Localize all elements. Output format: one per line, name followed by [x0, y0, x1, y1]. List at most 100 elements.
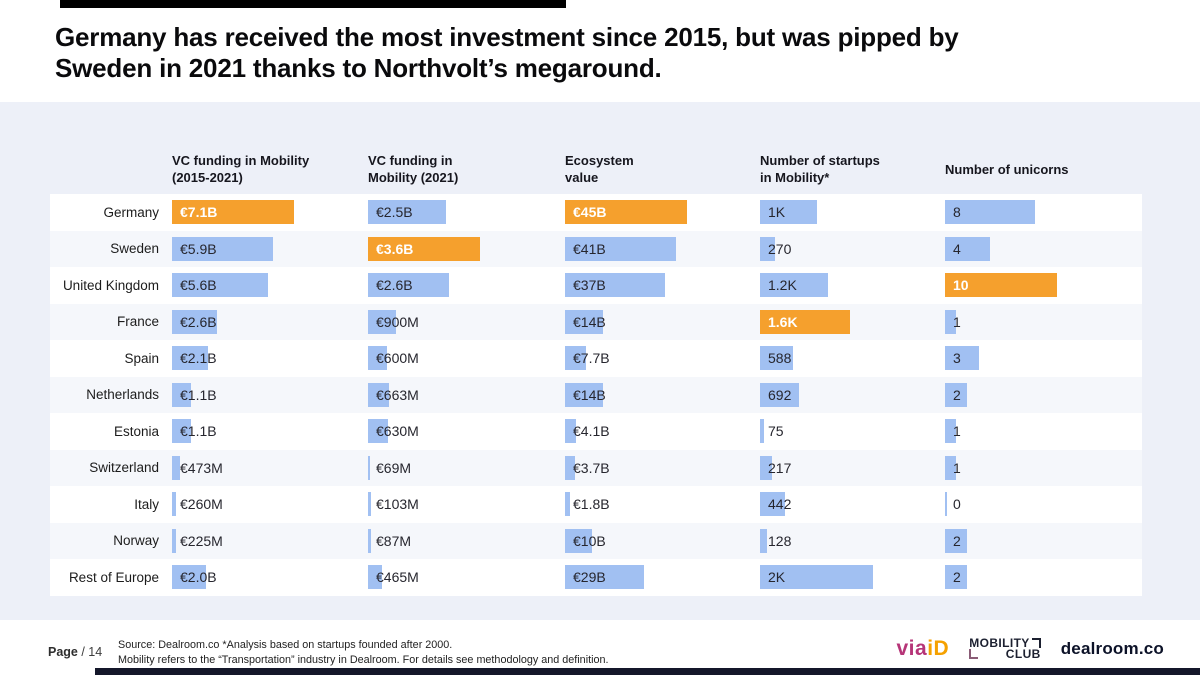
bar-label: €1.1B — [180, 386, 217, 403]
value-cell: €87M — [368, 528, 565, 553]
table-header-row: VC funding in Mobility (2015-2021) VC fun… — [50, 146, 1142, 194]
value-bar: €5.9B — [172, 236, 273, 261]
country-label: Spain — [124, 350, 159, 366]
value-cell: €2.5B — [368, 200, 565, 225]
value-cell: 10 — [945, 273, 1142, 298]
bar-label: €3.6B — [376, 240, 414, 257]
viaid-logo-via: via — [896, 637, 928, 660]
value-cell: €2.6B — [368, 273, 565, 298]
value-bar: €225M — [172, 528, 223, 553]
value-bar: 1 — [945, 455, 961, 480]
bar-label: €1.1B — [180, 423, 217, 440]
table-row: France €2.6B €900M €14B 1.6K 1 — [50, 303, 1142, 340]
value-cell: 1K — [760, 200, 945, 225]
value-cell: €630M — [368, 419, 565, 444]
value-cell: 2K — [760, 565, 945, 590]
value-bar: 1 — [945, 309, 961, 334]
bar-label: €10B — [573, 532, 606, 549]
page-value: / 14 — [77, 645, 103, 659]
value-bar: €5.6B — [172, 273, 268, 298]
table-row: Germany €7.1B €2.5B €45B 1K 8 — [50, 194, 1142, 231]
slide-title: Germany has received the most investment… — [55, 22, 1140, 84]
slide-title-line1: Germany has received the most investment… — [55, 22, 959, 52]
value-bar: 0 — [945, 492, 961, 517]
bar-label: €69M — [376, 459, 412, 476]
bar-label: €260M — [180, 496, 223, 513]
value-bar: €14B — [565, 382, 606, 407]
bar-label: 75 — [768, 423, 784, 440]
country-label: France — [116, 314, 159, 330]
country-label: Rest of Europe — [68, 569, 159, 585]
value-cell: €4.1B — [565, 419, 760, 444]
value-bar: 692 — [760, 382, 799, 407]
table-row: Spain €2.1B €600M €7.7B 588 3 — [50, 340, 1142, 377]
slide-title-line2: Sweden in 2021 thanks to Northvolt’s meg… — [55, 53, 662, 84]
bar-label: €41B — [573, 240, 606, 257]
country-label: Sweden — [110, 241, 159, 257]
country-label: Italy — [134, 496, 159, 512]
value-cell: €1.1B — [172, 382, 368, 407]
bar-label: €3.7B — [573, 459, 610, 476]
bar-label: €225M — [180, 532, 223, 549]
value-bar: €103M — [368, 492, 419, 517]
mobility-club-bottom: CLUB — [1005, 647, 1041, 661]
value-bar: 270 — [760, 236, 791, 261]
logo-strip: viaiD MOBILITY CLUB dealroom.co — [896, 634, 1164, 664]
bar-label: €37B — [573, 277, 606, 294]
bar-label: 2K — [768, 569, 786, 586]
bar-label: 4 — [953, 240, 961, 257]
bar-label: €465M — [376, 569, 419, 586]
value-bar: 1.2K — [760, 273, 828, 298]
value-bar: 1 — [945, 419, 961, 444]
value-cell: 3 — [945, 346, 1142, 371]
country-label: United Kingdom — [62, 277, 159, 293]
column-header: VC funding in Mobility (2015-2021) — [172, 153, 310, 185]
bar-label: €2.6B — [180, 313, 217, 330]
bar-label: €103M — [376, 496, 419, 513]
value-bar: €1.1B — [172, 419, 217, 444]
value-bar: €2.1B — [172, 346, 217, 371]
bar-label: €5.6B — [180, 277, 217, 294]
mobility-club-logo: MOBILITY CLUB — [969, 636, 1041, 661]
bar-label: 2 — [953, 569, 961, 586]
value-cell: €103M — [368, 492, 565, 517]
value-bar: €473M — [172, 455, 223, 480]
value-bar: €69M — [368, 455, 411, 480]
bar-label: €600M — [376, 350, 419, 367]
value-cell: €41B — [565, 236, 760, 261]
column-header: VC funding in Mobility (2021) — [368, 153, 459, 185]
value-bar: €2.5B — [368, 200, 446, 225]
value-cell: 217 — [760, 455, 945, 480]
value-cell: €10B — [565, 528, 760, 553]
value-cell: €7.1B — [172, 200, 368, 225]
bar-label: 3 — [953, 350, 961, 367]
bar-label: €14B — [573, 386, 606, 403]
bar-label: 2 — [953, 532, 961, 549]
table-row: United Kingdom €5.6B €2.6B €37B 1.2K 10 — [50, 267, 1142, 304]
bar-label: €2.5B — [376, 204, 413, 221]
value-cell: 75 — [760, 419, 945, 444]
bar-label: 442 — [768, 496, 792, 513]
table-row: Norway €225M €87M €10B 128 2 — [50, 522, 1142, 559]
value-cell: €2.1B — [172, 346, 368, 371]
bar-label: 128 — [768, 532, 792, 549]
value-bar: 4 — [945, 236, 990, 261]
value-bar: 3 — [945, 346, 979, 371]
dealroom-logo: dealroom.co — [1060, 639, 1164, 658]
table-body: Germany €7.1B €2.5B €45B 1K 8 Sweden €5.9B €3.6B… — [50, 194, 1142, 596]
value-bar: 1.6K — [760, 309, 850, 334]
value-bar: 2 — [945, 528, 967, 553]
value-cell: €225M — [172, 528, 368, 553]
value-cell: €29B — [565, 565, 760, 590]
mobility-club-top: MOBILITY — [969, 636, 1030, 650]
country-funding-table: VC funding in Mobility (2015-2021) VC fun… — [50, 146, 1142, 596]
value-bar: €465M — [368, 565, 419, 590]
value-cell: €2.0B — [172, 565, 368, 590]
bar-label: €45B — [573, 204, 607, 221]
value-bar: 2 — [945, 565, 967, 590]
bar-label: €7.7B — [573, 350, 610, 367]
value-bar: €2.6B — [172, 309, 217, 334]
bar-label: 692 — [768, 386, 792, 403]
table-row: Switzerland €473M €69M €3.7B 217 1 — [50, 449, 1142, 486]
source-note-line2: Mobility refers to the “Transportation” … — [118, 654, 609, 666]
